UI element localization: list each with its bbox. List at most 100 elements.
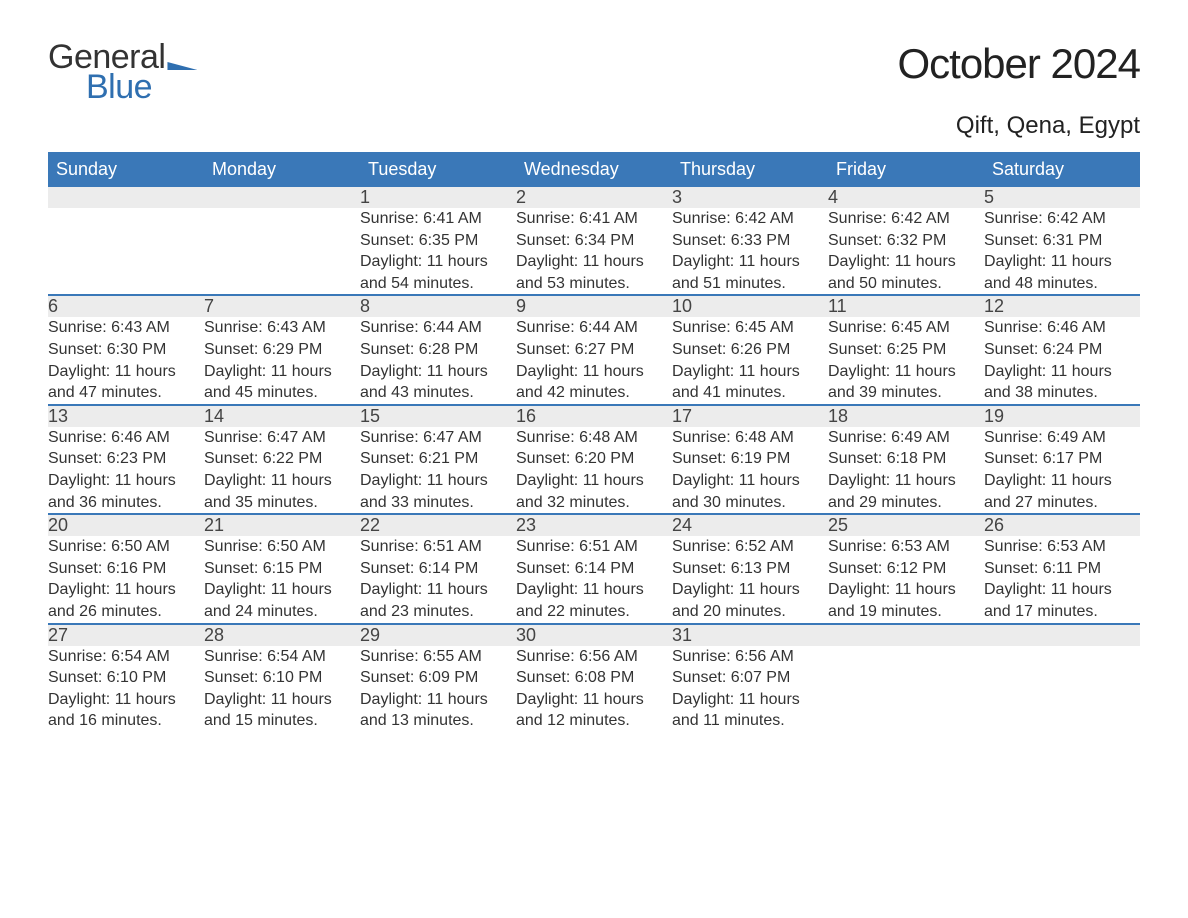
day-content-cell: Sunrise: 6:52 AMSunset: 6:13 PMDaylight:… (672, 536, 828, 623)
daylight-line: Daylight: 11 hours and 32 minutes. (516, 470, 672, 513)
sunrise-line: Sunrise: 6:47 AM (360, 427, 516, 449)
sunrise-line: Sunrise: 6:46 AM (48, 427, 204, 449)
sunset-line: Sunset: 6:12 PM (828, 558, 984, 580)
sunset-line: Sunset: 6:18 PM (828, 448, 984, 470)
daylight-line: Daylight: 11 hours and 17 minutes. (984, 579, 1140, 622)
daylight-line: Daylight: 11 hours and 13 minutes. (360, 689, 516, 732)
sunset-line: Sunset: 6:33 PM (672, 230, 828, 252)
day-content-cell: Sunrise: 6:50 AMSunset: 6:15 PMDaylight:… (204, 536, 360, 623)
sunrise-line: Sunrise: 6:46 AM (984, 317, 1140, 339)
daylight-line: Daylight: 11 hours and 12 minutes. (516, 689, 672, 732)
logo-text-blue: Blue (86, 70, 197, 104)
sunrise-line: Sunrise: 6:52 AM (672, 536, 828, 558)
sunrise-line: Sunrise: 6:53 AM (828, 536, 984, 558)
day-number-cell: 20 (48, 514, 204, 536)
sunset-line: Sunset: 6:20 PM (516, 448, 672, 470)
day-number-cell: 30 (516, 624, 672, 646)
day-content-cell: Sunrise: 6:56 AMSunset: 6:08 PMDaylight:… (516, 646, 672, 732)
sunset-line: Sunset: 6:24 PM (984, 339, 1140, 361)
daylight-line: Daylight: 11 hours and 15 minutes. (204, 689, 360, 732)
day-content-cell: Sunrise: 6:45 AMSunset: 6:25 PMDaylight:… (828, 317, 984, 404)
sunrise-line: Sunrise: 6:49 AM (828, 427, 984, 449)
sunrise-line: Sunrise: 6:50 AM (48, 536, 204, 558)
day-content-cell: Sunrise: 6:46 AMSunset: 6:24 PMDaylight:… (984, 317, 1140, 404)
day-number-cell (48, 187, 204, 208)
sunrise-line: Sunrise: 6:50 AM (204, 536, 360, 558)
sunset-line: Sunset: 6:08 PM (516, 667, 672, 689)
daylight-line: Daylight: 11 hours and 36 minutes. (48, 470, 204, 513)
day-content-cell: Sunrise: 6:41 AMSunset: 6:34 PMDaylight:… (516, 208, 672, 295)
day-content-row: Sunrise: 6:54 AMSunset: 6:10 PMDaylight:… (48, 646, 1140, 732)
day-content-cell: Sunrise: 6:53 AMSunset: 6:12 PMDaylight:… (828, 536, 984, 623)
daylight-line: Daylight: 11 hours and 22 minutes. (516, 579, 672, 622)
sunset-line: Sunset: 6:14 PM (360, 558, 516, 580)
sunrise-line: Sunrise: 6:44 AM (360, 317, 516, 339)
sunset-line: Sunset: 6:25 PM (828, 339, 984, 361)
sunrise-line: Sunrise: 6:53 AM (984, 536, 1140, 558)
day-content-cell: Sunrise: 6:42 AMSunset: 6:31 PMDaylight:… (984, 208, 1140, 295)
day-number-cell: 11 (828, 295, 984, 317)
day-number-cell: 14 (204, 405, 360, 427)
day-content-cell: Sunrise: 6:46 AMSunset: 6:23 PMDaylight:… (48, 427, 204, 514)
day-content-cell: Sunrise: 6:54 AMSunset: 6:10 PMDaylight:… (204, 646, 360, 732)
day-number-cell: 26 (984, 514, 1140, 536)
day-content-cell: Sunrise: 6:44 AMSunset: 6:28 PMDaylight:… (360, 317, 516, 404)
weekday-header: Thursday (672, 152, 828, 187)
sunset-line: Sunset: 6:14 PM (516, 558, 672, 580)
daylight-line: Daylight: 11 hours and 30 minutes. (672, 470, 828, 513)
sunset-line: Sunset: 6:30 PM (48, 339, 204, 361)
sunset-line: Sunset: 6:29 PM (204, 339, 360, 361)
weekday-header: Sunday (48, 152, 204, 187)
sunrise-line: Sunrise: 6:51 AM (516, 536, 672, 558)
daylight-line: Daylight: 11 hours and 24 minutes. (204, 579, 360, 622)
day-content-cell: Sunrise: 6:53 AMSunset: 6:11 PMDaylight:… (984, 536, 1140, 623)
sunrise-line: Sunrise: 6:51 AM (360, 536, 516, 558)
day-number-row: 13141516171819 (48, 405, 1140, 427)
daylight-line: Daylight: 11 hours and 48 minutes. (984, 251, 1140, 294)
day-number-cell: 6 (48, 295, 204, 317)
daylight-line: Daylight: 11 hours and 42 minutes. (516, 361, 672, 404)
day-content-cell: Sunrise: 6:43 AMSunset: 6:29 PMDaylight:… (204, 317, 360, 404)
day-content-cell (828, 646, 984, 732)
daylight-line: Daylight: 11 hours and 39 minutes. (828, 361, 984, 404)
sunset-line: Sunset: 6:15 PM (204, 558, 360, 580)
daylight-line: Daylight: 11 hours and 16 minutes. (48, 689, 204, 732)
sunset-line: Sunset: 6:10 PM (48, 667, 204, 689)
day-number-cell: 21 (204, 514, 360, 536)
day-content-cell (48, 208, 204, 295)
sunset-line: Sunset: 6:31 PM (984, 230, 1140, 252)
sunrise-line: Sunrise: 6:48 AM (516, 427, 672, 449)
day-content-cell: Sunrise: 6:48 AMSunset: 6:19 PMDaylight:… (672, 427, 828, 514)
sunset-line: Sunset: 6:09 PM (360, 667, 516, 689)
sunset-line: Sunset: 6:34 PM (516, 230, 672, 252)
daylight-line: Daylight: 11 hours and 26 minutes. (48, 579, 204, 622)
day-content-cell: Sunrise: 6:51 AMSunset: 6:14 PMDaylight:… (516, 536, 672, 623)
day-number-cell: 1 (360, 187, 516, 208)
day-number-cell: 24 (672, 514, 828, 536)
day-content-row: Sunrise: 6:43 AMSunset: 6:30 PMDaylight:… (48, 317, 1140, 404)
daylight-line: Daylight: 11 hours and 19 minutes. (828, 579, 984, 622)
day-number-cell: 27 (48, 624, 204, 646)
header: General Blue October 2024 (48, 40, 1140, 104)
daylight-line: Daylight: 11 hours and 41 minutes. (672, 361, 828, 404)
day-number-cell: 19 (984, 405, 1140, 427)
day-content-cell: Sunrise: 6:42 AMSunset: 6:32 PMDaylight:… (828, 208, 984, 295)
sunset-line: Sunset: 6:21 PM (360, 448, 516, 470)
day-number-cell: 31 (672, 624, 828, 646)
sunset-line: Sunset: 6:23 PM (48, 448, 204, 470)
sunset-line: Sunset: 6:26 PM (672, 339, 828, 361)
daylight-line: Daylight: 11 hours and 20 minutes. (672, 579, 828, 622)
day-content-cell: Sunrise: 6:41 AMSunset: 6:35 PMDaylight:… (360, 208, 516, 295)
day-number-cell: 10 (672, 295, 828, 317)
day-number-cell: 12 (984, 295, 1140, 317)
sunrise-line: Sunrise: 6:45 AM (672, 317, 828, 339)
calendar-header-row: SundayMondayTuesdayWednesdayThursdayFrid… (48, 152, 1140, 187)
daylight-line: Daylight: 11 hours and 45 minutes. (204, 361, 360, 404)
daylight-line: Daylight: 11 hours and 53 minutes. (516, 251, 672, 294)
day-number-row: 12345 (48, 187, 1140, 208)
sunset-line: Sunset: 6:11 PM (984, 558, 1140, 580)
day-content-cell: Sunrise: 6:48 AMSunset: 6:20 PMDaylight:… (516, 427, 672, 514)
daylight-line: Daylight: 11 hours and 47 minutes. (48, 361, 204, 404)
day-content-cell: Sunrise: 6:47 AMSunset: 6:22 PMDaylight:… (204, 427, 360, 514)
day-content-cell: Sunrise: 6:55 AMSunset: 6:09 PMDaylight:… (360, 646, 516, 732)
